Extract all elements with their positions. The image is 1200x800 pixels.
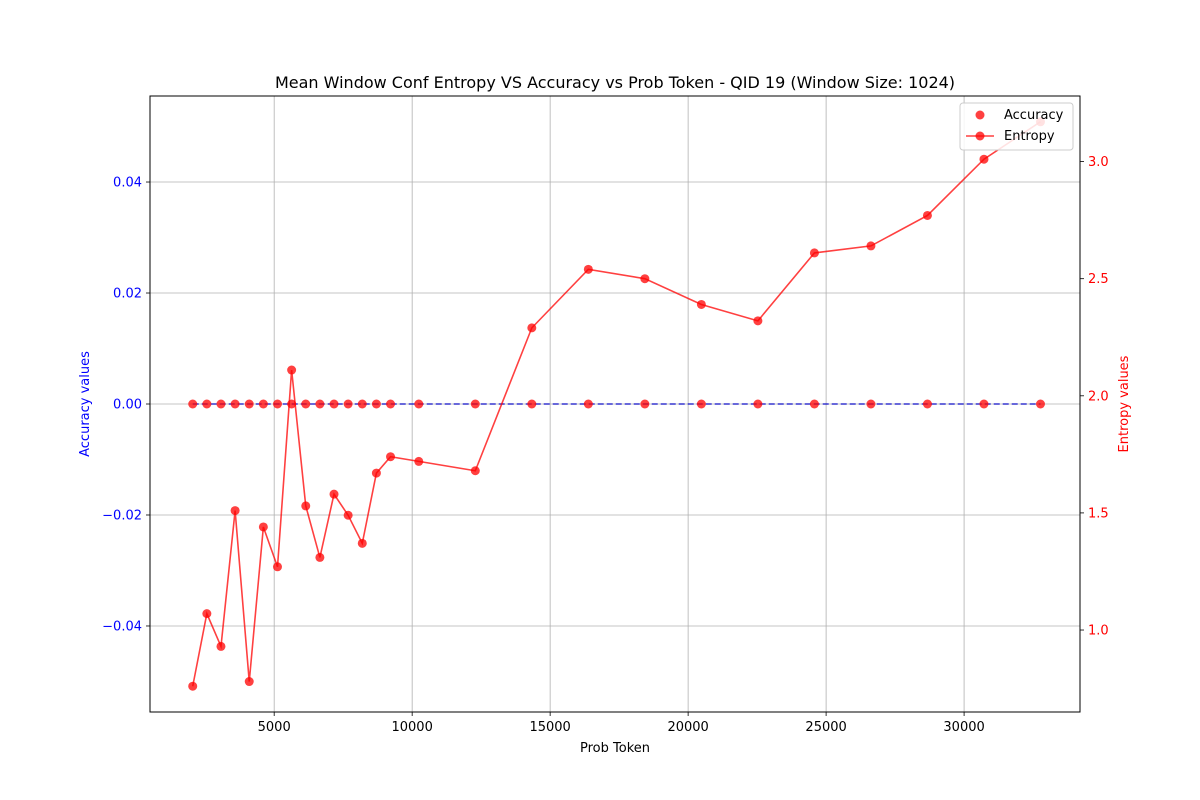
y-left-tick-label: −0.04 — [102, 619, 142, 634]
legend-box — [959, 102, 1074, 151]
accuracy-point — [216, 399, 226, 409]
legend-marker-entropy — [975, 131, 985, 141]
entropy-point — [258, 522, 268, 532]
accuracy-point — [329, 399, 339, 409]
axes: 5000 10000 15000 20000 25000 30000 −0.04 −0.02 0… — [102, 155, 1109, 735]
x-tick-label: 5000 — [258, 720, 291, 735]
x-axis-label: Prob Token — [580, 741, 650, 756]
x-tick-label: 30000 — [943, 720, 984, 735]
entropy-point — [414, 456, 424, 466]
accuracy-point — [866, 399, 876, 409]
accuracy-point — [696, 399, 706, 409]
entropy-point — [470, 466, 480, 476]
entropy-point — [357, 538, 367, 548]
entropy-point — [216, 641, 226, 651]
accuracy-point — [753, 399, 763, 409]
entropy-point — [230, 506, 240, 516]
accuracy-point — [202, 399, 212, 409]
entropy-point — [527, 323, 537, 333]
y-right-tick-label: 1.0 — [1088, 624, 1109, 639]
entropy-point — [583, 264, 593, 274]
accuracy-point — [244, 399, 254, 409]
entropy-point — [753, 316, 763, 326]
accuracy-point — [343, 399, 353, 409]
x-tick-label: 25000 — [805, 720, 846, 735]
accuracy-point — [258, 399, 268, 409]
chart-title: Mean Window Conf Entropy VS Accuracy vs … — [275, 73, 955, 92]
y-right-tick-label: 1.5 — [1088, 506, 1109, 521]
accuracy-point — [301, 399, 311, 409]
entropy-point — [386, 452, 396, 462]
entropy-point — [272, 562, 282, 572]
entropy-point — [188, 681, 198, 691]
legend: Accuracy Entropy — [959, 102, 1074, 151]
accuracy-point — [979, 399, 989, 409]
entropy-point — [329, 489, 339, 499]
entropy-point — [979, 154, 989, 164]
legend-label-accuracy: Accuracy — [1004, 108, 1064, 123]
accuracy-point — [371, 399, 381, 409]
y-right-tick-label: 2.5 — [1088, 272, 1109, 287]
y-right-tick-label: 2.0 — [1088, 389, 1109, 404]
y-axis-left-label: Accuracy values — [78, 351, 93, 457]
accuracy-point — [809, 399, 819, 409]
accuracy-point — [583, 399, 593, 409]
accuracy-point — [527, 399, 537, 409]
entropy-point — [244, 677, 254, 687]
entropy-point — [343, 510, 353, 520]
y-right-tick-label: 3.0 — [1088, 155, 1109, 170]
y-left-tick-label: −0.02 — [102, 508, 142, 523]
accuracy-point — [272, 399, 282, 409]
y-left-tick-label: 0.02 — [113, 287, 142, 302]
accuracy-point — [315, 399, 325, 409]
entropy-point — [809, 248, 819, 258]
entropy-point — [315, 552, 325, 562]
accuracy-point — [414, 399, 424, 409]
x-tick-label: 15000 — [529, 720, 570, 735]
accuracy-point — [188, 399, 198, 409]
entropy-point — [371, 468, 381, 478]
plot-area — [188, 117, 1045, 691]
legend-marker-accuracy — [975, 110, 985, 120]
accuracy-point — [470, 399, 480, 409]
entropy-point — [640, 274, 650, 284]
y-left-tick-label: 0.04 — [113, 176, 142, 191]
entropy-point — [866, 241, 876, 251]
accuracy-point — [386, 399, 396, 409]
y-left-tick-label: 0.00 — [113, 398, 142, 413]
entropy-point — [287, 365, 297, 375]
entropy-point — [202, 609, 212, 619]
entropy-point — [922, 210, 932, 220]
legend-label-entropy: Entropy — [1004, 129, 1055, 144]
accuracy-point — [922, 399, 932, 409]
y-axis-right-label: Entropy values — [1117, 355, 1132, 452]
x-tick-label: 10000 — [391, 720, 432, 735]
accuracy-point — [230, 399, 240, 409]
entropy-point — [301, 501, 311, 511]
accuracy-point — [640, 399, 650, 409]
accuracy-point — [1035, 399, 1045, 409]
x-tick-label: 20000 — [667, 720, 708, 735]
accuracy-point — [357, 399, 367, 409]
entropy-point — [696, 299, 706, 309]
